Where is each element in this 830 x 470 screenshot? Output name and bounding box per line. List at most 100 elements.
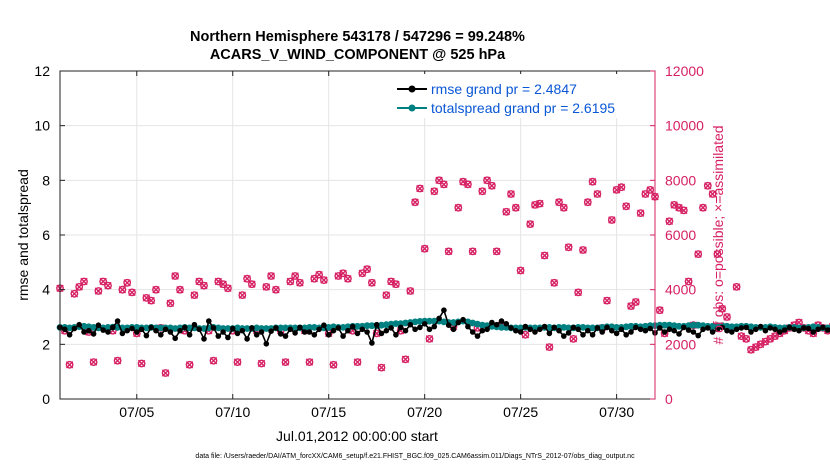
y-tick-label: 0 [42, 391, 50, 407]
obs-possible-marker [564, 243, 573, 252]
rmse-point [762, 327, 769, 334]
rmse-point [383, 327, 390, 334]
y2-tick-label: 6000 [665, 227, 696, 243]
rmse-point [700, 326, 706, 333]
obs-possible-marker [223, 284, 232, 293]
obs-possible-marker [444, 247, 453, 256]
rmse-point [527, 326, 533, 333]
rmse-point [642, 327, 649, 334]
obs-assimilated-marker [684, 277, 693, 286]
obs-possible-marker [171, 272, 180, 280]
rmse-point [105, 329, 111, 335]
rmse-point [493, 321, 500, 328]
obs-assimilated-marker [492, 247, 501, 256]
rmse-point [249, 325, 255, 331]
rmse-point [210, 325, 217, 331]
rmse-point [373, 321, 380, 328]
totalspread-point [426, 317, 433, 325]
obs-possible-marker [286, 277, 295, 286]
rmse-point [657, 325, 663, 331]
rmse-point [714, 326, 721, 333]
totalspread-point [157, 324, 165, 332]
obs-assimilated-marker [516, 266, 525, 275]
rmse-point [244, 336, 250, 342]
obs-possible-marker [195, 277, 204, 286]
totalspread-point [776, 324, 784, 332]
rmse-point [90, 331, 97, 337]
obs-possible-marker [89, 358, 98, 366]
obs-possible-marker [401, 355, 410, 364]
obs-assimilated-marker [593, 190, 602, 198]
obs-assimilated-marker [185, 361, 194, 369]
y2-tick-label: 10000 [665, 118, 704, 134]
totalspread-point [282, 324, 289, 332]
rmse-point [541, 323, 548, 330]
obs-possible-marker [665, 217, 674, 226]
rmse-point [633, 324, 639, 331]
obs-possible-marker [483, 176, 491, 185]
totalspread-point [224, 325, 232, 332]
obs-possible-marker [147, 296, 156, 305]
obs-assimilated-marker [545, 343, 554, 351]
y2-tick-label: 2000 [665, 336, 696, 352]
totalspread-point [531, 324, 539, 332]
rmse-point [393, 332, 399, 338]
rmse-point [402, 327, 409, 334]
rmse-point [268, 328, 274, 335]
rmse-point [182, 324, 188, 331]
totalspread-point [565, 324, 572, 332]
totalspread-point [368, 322, 376, 330]
rmse-point [110, 324, 116, 331]
obs-assimilated-marker [646, 186, 654, 194]
rmse-point [441, 307, 447, 314]
rmse-point [647, 325, 653, 332]
rmse-point [801, 325, 807, 331]
obs-possible-marker [75, 282, 84, 291]
rmse-point [340, 333, 346, 339]
obs-assimilated-marker [502, 208, 510, 216]
obs-possible-marker [699, 203, 707, 212]
obs-assimilated-marker [704, 182, 712, 190]
totalspread-point [243, 325, 251, 332]
rmse-point [378, 330, 385, 337]
y-tick-label: 8 [42, 172, 50, 188]
rmse-point [325, 332, 332, 338]
obs-possible-marker [521, 330, 530, 339]
totalspread-point [262, 325, 270, 332]
obs-assimilated-marker [732, 283, 741, 291]
totalspread-point [589, 324, 596, 332]
obs-assimilated-marker [329, 361, 338, 369]
rmse-point [258, 329, 265, 335]
obs-possible-marker [319, 276, 328, 284]
obs-possible-marker [382, 291, 391, 299]
rmse-point [546, 330, 553, 337]
obs-assimilated-marker [104, 281, 112, 290]
data-file-note: data file: /Users/raeder/DAI/ATM_forcXX/… [195, 453, 635, 460]
obs-assimilated-marker [584, 198, 592, 206]
rmse-point [62, 326, 68, 333]
rmse-point [661, 329, 668, 335]
obs-assimilated-marker [382, 291, 390, 299]
rmse-point [412, 326, 418, 333]
obs-possible-marker [104, 281, 112, 290]
rmse-point [733, 326, 740, 333]
rmse-point [666, 326, 673, 333]
obs-possible-marker [439, 180, 448, 189]
grid-lines [60, 70, 655, 400]
rmse-point [522, 323, 529, 330]
y2-tick-label: 8000 [665, 172, 696, 188]
obs-assimilated-marker [118, 285, 127, 294]
rmse-point [426, 326, 433, 333]
obs-assimilated-marker [488, 182, 496, 190]
obs-possible-marker [511, 203, 520, 212]
rmse-point [71, 325, 78, 332]
totalspread-point [498, 324, 505, 331]
totalspread-point [627, 322, 635, 330]
totalspread-point [728, 323, 736, 331]
obs-assimilated-marker [272, 285, 280, 294]
obs-assimilated-marker [353, 358, 362, 366]
obs-possible-marker [295, 278, 304, 287]
rmse-point [810, 329, 817, 335]
obs-assimilated-marker [550, 279, 558, 287]
